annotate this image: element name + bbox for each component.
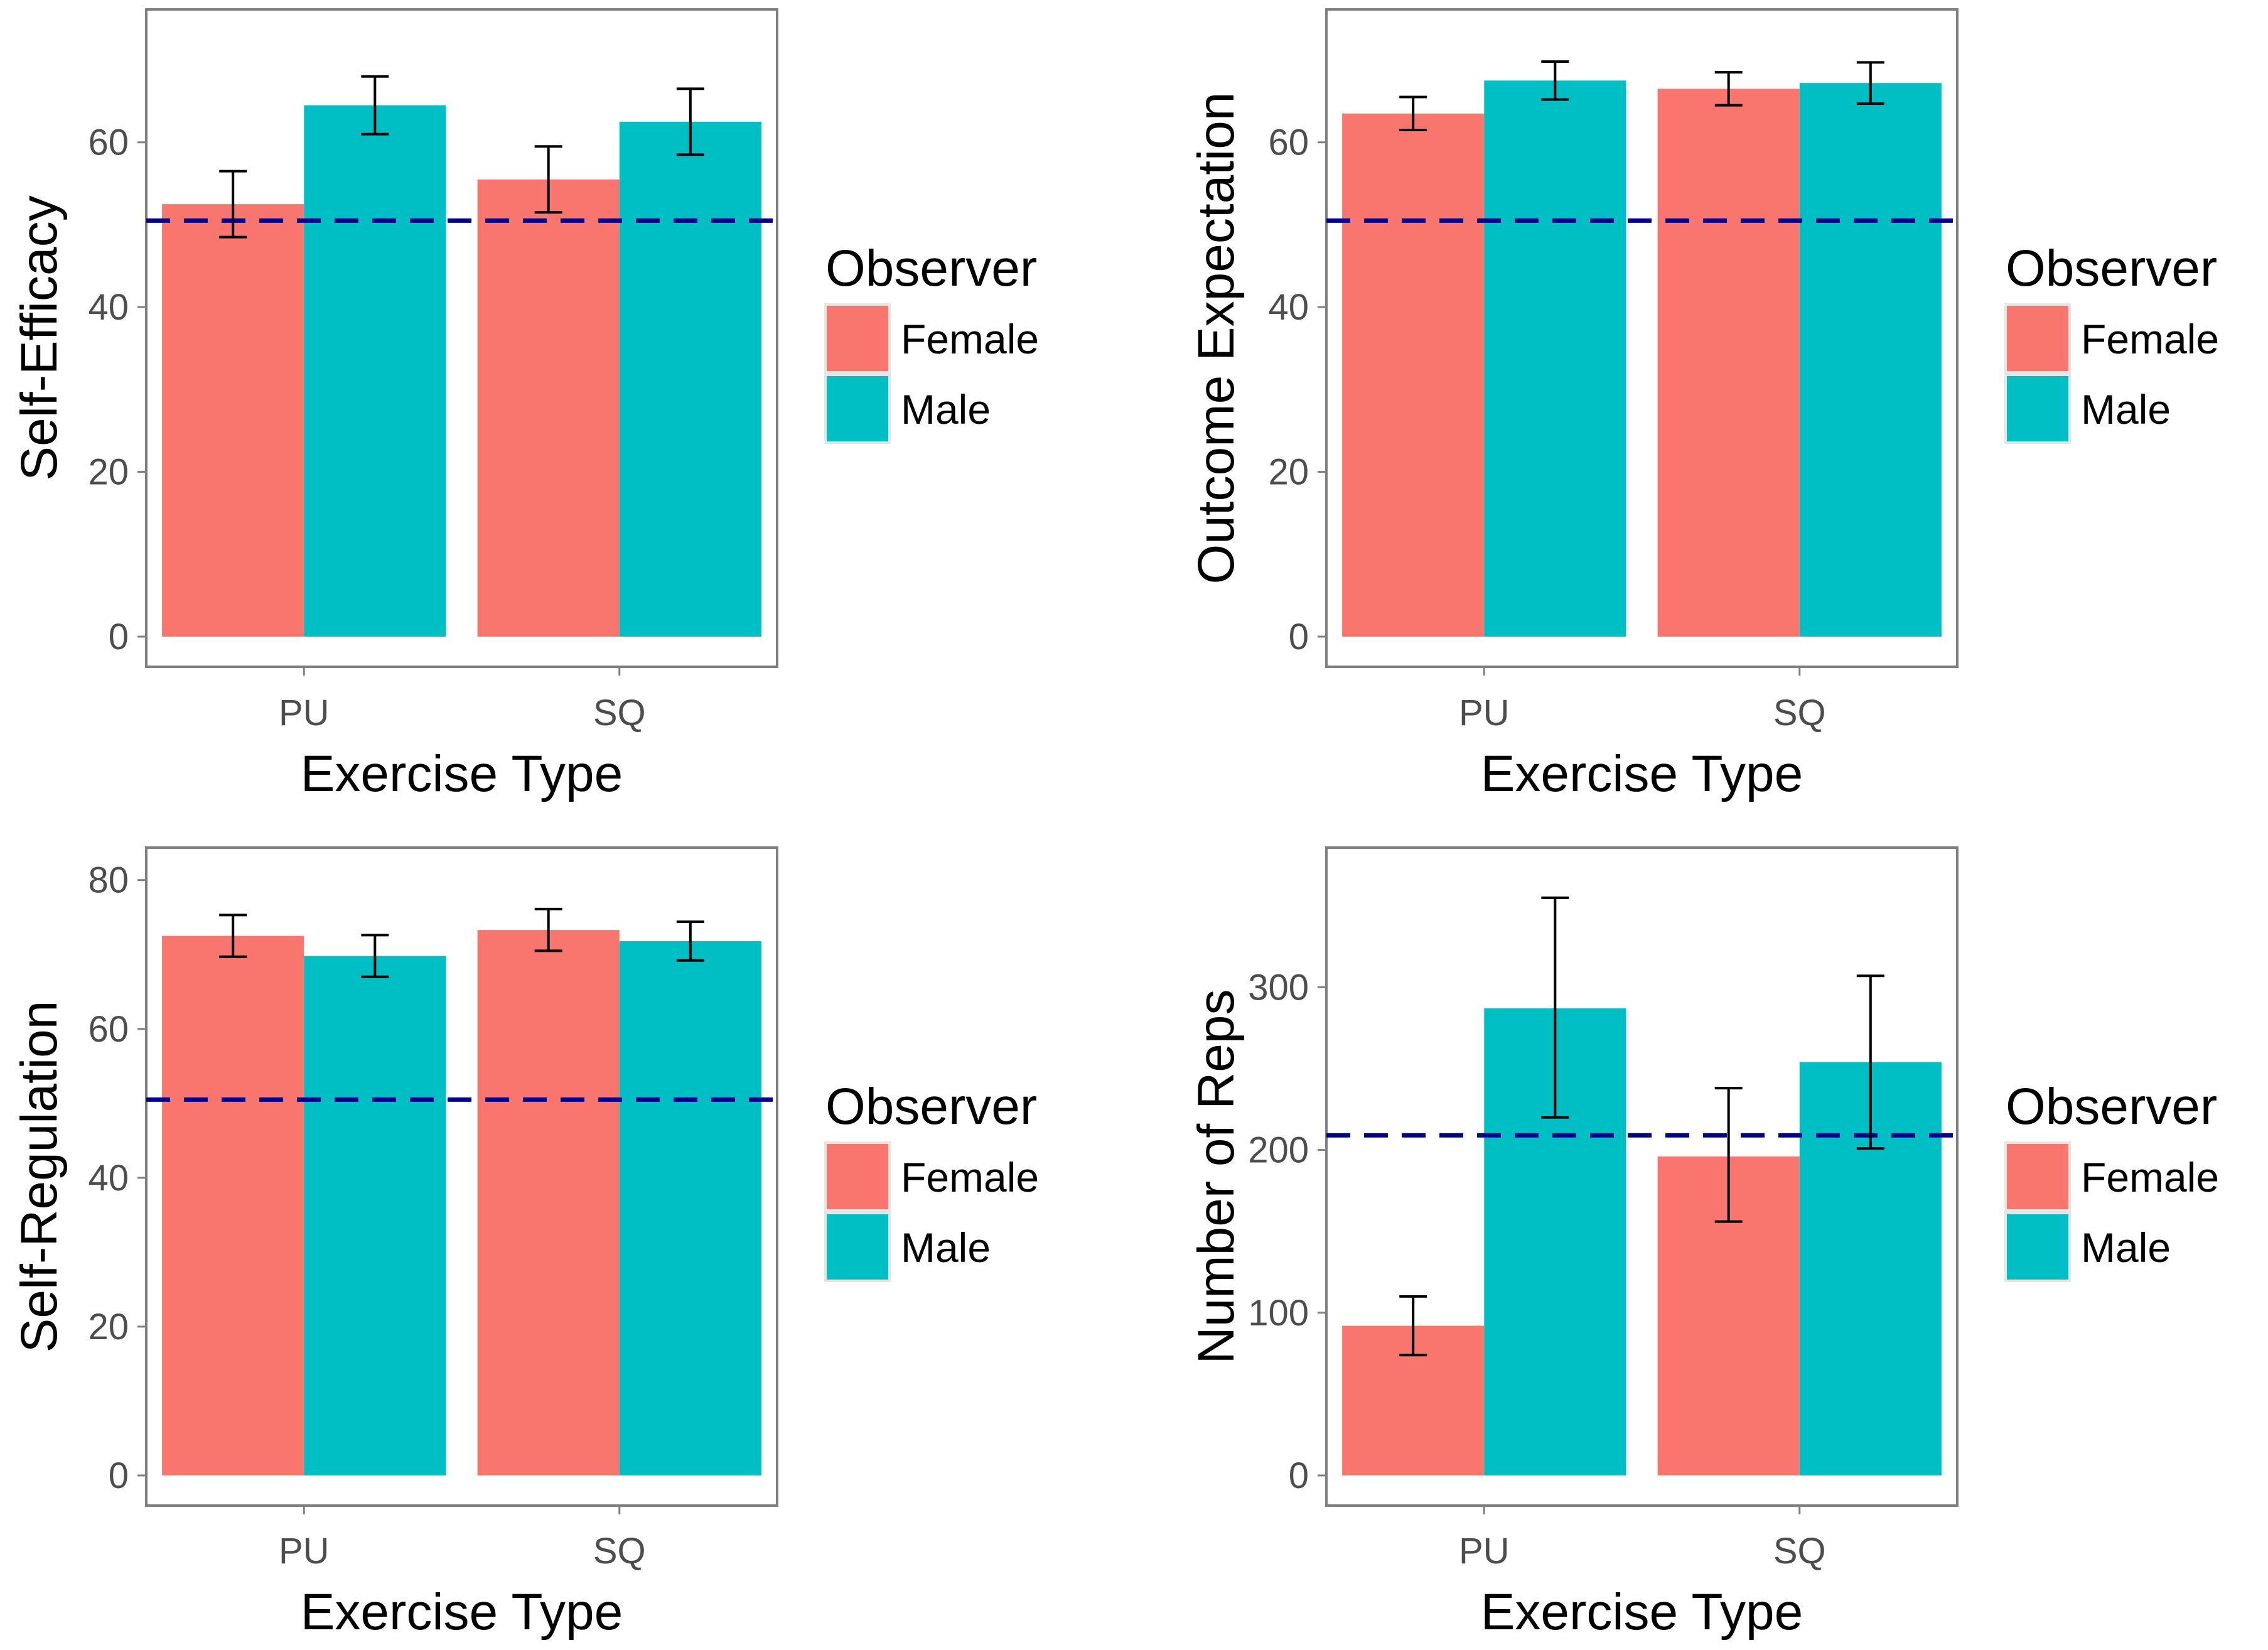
panel-border (145, 846, 778, 1507)
x-tick-label: SQ (1773, 1531, 1826, 1572)
legend-label-male: Male (901, 386, 991, 433)
y-axis-title: Outcome Expectation (1188, 92, 1245, 585)
bar-pu-male (1484, 80, 1626, 637)
legend-key-male (824, 1212, 891, 1282)
error-bar-sq-male (1856, 974, 1884, 1150)
panel-border (145, 8, 778, 668)
y-tick-label: 0 (1289, 1455, 1309, 1496)
bar-sq-male (619, 941, 761, 1475)
error-bar-sq-female (534, 145, 562, 214)
bar-pu-female (162, 204, 304, 637)
error-bar-pu-female (219, 914, 247, 958)
x-tick-label: SQ (593, 693, 646, 733)
legend-label-female: Female (901, 316, 1039, 362)
y-tick-label: 20 (1268, 452, 1309, 493)
error-bar-pu-female (219, 170, 247, 239)
y-tick-label: 40 (88, 1158, 129, 1199)
bar-pu-male (304, 956, 446, 1475)
error-bar-pu-male (1541, 60, 1569, 101)
error-bar-sq-male (676, 920, 704, 962)
legend-title: Observer (2006, 240, 2217, 297)
error-bar-sq-female (1714, 1087, 1743, 1223)
y-tick-label: 40 (1268, 287, 1309, 328)
legend: Observer Female Male (2004, 1078, 2219, 1282)
y-tick-label: 300 (1248, 967, 1309, 1008)
chart-panel-3: 0 20 40 60 80 PU SQ Exercise Type Self-Regulatio… (11, 846, 1039, 1641)
chart-panel-2: 0 20 40 60 PU SQ Exercise Type Outcome Expectat… (1188, 8, 2219, 802)
x-axis-title: Exercise Type (301, 1583, 623, 1641)
legend-label-female: Female (2081, 316, 2219, 362)
x-axis-title: Exercise Type (1481, 1583, 1803, 1641)
y-tick-label: 20 (88, 452, 129, 493)
error-bar-sq-male (1856, 61, 1884, 105)
legend-key-male (2004, 374, 2071, 444)
x-tick-label: PU (1459, 693, 1510, 733)
legend-key-female (824, 1141, 891, 1212)
y-tick-label: 100 (1248, 1293, 1309, 1334)
bar-sq-female (1657, 89, 1800, 637)
legend: Observer Female Male (2004, 240, 2219, 444)
error-bar-pu-male (361, 934, 389, 978)
error-bar-sq-male (676, 87, 704, 156)
y-tick-label: 0 (109, 617, 129, 657)
legend-label-male: Male (901, 1224, 991, 1271)
legend-title: Observer (825, 1078, 1037, 1135)
panel-border (1325, 846, 1959, 1507)
y-tick-label: 0 (109, 1455, 129, 1496)
y-tick-label: 20 (88, 1307, 129, 1347)
error-bar-pu-male (1541, 896, 1569, 1119)
legend-label-female: Female (2081, 1154, 2219, 1200)
legend: Observer Female Male (824, 1078, 1039, 1282)
x-axis-title: Exercise Type (1481, 745, 1803, 802)
legend-key-female (824, 303, 891, 374)
x-tick-label: PU (279, 1531, 330, 1572)
chart-panel-4: 0 100 200 300 PU SQ Exercise Type Number of Rep… (1188, 846, 2219, 1641)
bar-pu-male (304, 105, 446, 637)
legend-label-male: Male (2081, 386, 2171, 433)
bar-sq-male (1799, 83, 1942, 637)
y-tick-label: 60 (88, 122, 129, 163)
legend: Observer Female Male (824, 240, 1039, 444)
chart-panel-1: 0 20 40 60 PU SQ Exercise Type Self-Efficacy Obs… (11, 8, 1039, 802)
bar-sq-female (477, 930, 620, 1475)
y-tick-label: 200 (1248, 1130, 1309, 1171)
bar-sq-male (619, 121, 761, 637)
y-axis-title: Self-Efficacy (11, 195, 68, 480)
legend-key-female (2004, 1141, 2071, 1212)
bar-pu-female (162, 936, 304, 1475)
panel-border (1325, 8, 1959, 668)
error-bar-pu-female (1399, 95, 1427, 132)
legend-key-female (2004, 303, 2071, 374)
y-tick-label: 40 (88, 287, 129, 328)
legend-key-male (824, 374, 891, 444)
bar-pu-female (1342, 113, 1485, 637)
y-axis-title: Self-Regulation (11, 1001, 68, 1353)
x-tick-label: PU (279, 693, 330, 733)
error-bar-pu-female (1399, 1295, 1427, 1357)
y-axis-title: Number of Reps (1188, 989, 1245, 1364)
legend-title: Observer (825, 240, 1037, 297)
error-bar-pu-male (361, 75, 389, 136)
y-tick-label: 0 (1289, 617, 1309, 657)
error-bar-sq-female (534, 907, 562, 952)
legend-label-female: Female (901, 1154, 1039, 1200)
y-tick-label: 80 (88, 860, 129, 901)
legend-title: Observer (2006, 1078, 2217, 1135)
y-tick-label: 60 (88, 1009, 129, 1050)
y-tick-label: 60 (1268, 122, 1309, 163)
x-tick-label: SQ (593, 1531, 646, 1572)
bar-sq-female (477, 179, 620, 637)
x-tick-label: PU (1459, 1531, 1510, 1572)
legend-key-male (2004, 1212, 2071, 1282)
x-tick-label: SQ (1773, 693, 1826, 733)
legend-label-male: Male (2081, 1224, 2171, 1271)
error-bar-sq-female (1714, 71, 1743, 107)
x-axis-title: Exercise Type (301, 745, 623, 802)
